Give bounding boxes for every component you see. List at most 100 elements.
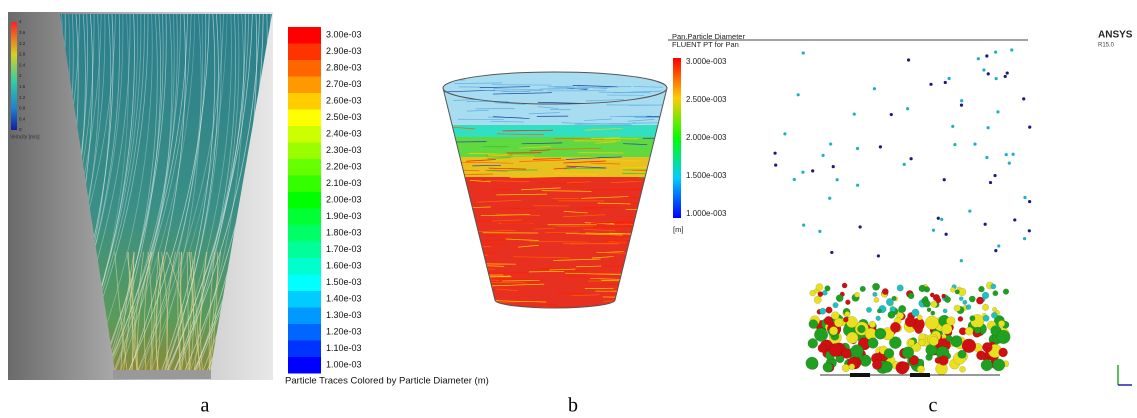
particle-trace xyxy=(636,281,667,285)
brand: ANSYS xyxy=(1098,30,1133,41)
particle xyxy=(974,326,982,334)
particle-trace xyxy=(533,158,562,160)
particle xyxy=(855,146,860,151)
particle-trace xyxy=(521,142,563,145)
version: R15.0 xyxy=(1098,43,1115,49)
particle-trace xyxy=(553,166,577,170)
particle xyxy=(845,299,851,305)
particle xyxy=(982,314,990,322)
streamline xyxy=(193,251,207,372)
particle xyxy=(944,296,951,303)
particle xyxy=(908,339,915,346)
particle xyxy=(1013,218,1017,222)
particle xyxy=(811,169,815,173)
particle xyxy=(928,336,939,346)
particle xyxy=(992,358,1006,372)
particle-trace xyxy=(613,90,662,94)
particle-trace xyxy=(519,159,565,162)
colorbar-label: 2.90e-03 xyxy=(326,46,362,56)
particle-trace xyxy=(600,158,639,162)
particle xyxy=(872,87,877,91)
particle xyxy=(909,157,913,161)
scale-bar-segment xyxy=(850,373,870,377)
particle xyxy=(854,291,860,298)
particle-trace xyxy=(643,302,667,304)
particle xyxy=(941,323,953,335)
particle xyxy=(844,311,851,317)
colorbar-swatch xyxy=(288,208,321,225)
particle xyxy=(1007,161,1011,165)
particle xyxy=(982,68,986,72)
particle-trace xyxy=(521,187,561,191)
streamline xyxy=(143,251,152,372)
panel-b-colorbar-label: 1.000e-003 xyxy=(686,209,727,218)
particle xyxy=(950,335,963,348)
particle-trace xyxy=(659,296,667,299)
particle-trace xyxy=(563,160,606,164)
particle xyxy=(876,308,882,314)
particle xyxy=(802,223,806,227)
colorbar-label: 2.70e-03 xyxy=(326,79,362,89)
particle xyxy=(825,306,833,314)
particle xyxy=(858,225,862,229)
particle xyxy=(964,326,974,336)
particle xyxy=(902,162,906,167)
particle xyxy=(846,331,859,344)
streamline xyxy=(166,251,176,372)
particle-trace xyxy=(453,295,481,297)
colorbar-label: 2.50e-03 xyxy=(326,112,362,122)
streamline xyxy=(124,14,210,372)
particle-trace xyxy=(633,300,667,302)
particle xyxy=(941,293,946,299)
streamline xyxy=(139,14,228,372)
particle-trace xyxy=(458,161,514,164)
particle xyxy=(896,284,904,292)
particle-trace xyxy=(490,278,549,281)
streamline xyxy=(110,14,196,372)
scale-bar-segment xyxy=(910,373,930,377)
particle xyxy=(848,363,856,370)
particle-trace xyxy=(630,261,660,264)
particle xyxy=(993,173,997,178)
particle-trace xyxy=(453,99,479,101)
velocity-legend-title: Velocity [m/s] xyxy=(10,134,40,140)
particle xyxy=(996,329,1011,344)
particle-trace xyxy=(500,222,531,225)
particle xyxy=(973,142,977,146)
caption-c: c xyxy=(929,395,938,417)
velocity-legend-tick: 1.6 xyxy=(19,84,26,89)
particle xyxy=(885,298,894,306)
panel-b-unit: [m] xyxy=(673,225,683,234)
particle-trace xyxy=(644,245,667,248)
particle-trace xyxy=(478,243,507,246)
particle xyxy=(889,112,893,117)
particle-trace xyxy=(655,249,667,253)
particle-trace xyxy=(584,118,612,121)
particle xyxy=(852,112,856,116)
particle-trace xyxy=(470,288,492,291)
particle xyxy=(841,282,848,289)
particle xyxy=(994,50,998,54)
colorbar-label: 2.10e-03 xyxy=(326,178,362,188)
particle xyxy=(835,294,844,303)
particle-trace xyxy=(623,143,648,145)
particle xyxy=(1011,152,1015,156)
streamline xyxy=(209,251,222,372)
particle xyxy=(815,283,824,291)
particle-trace xyxy=(493,116,530,119)
colorbar-swatch xyxy=(288,357,321,374)
streamline xyxy=(60,14,80,372)
colorbar-label: 1.80e-03 xyxy=(326,228,362,238)
streamline xyxy=(133,14,224,372)
particle-trace xyxy=(570,242,627,245)
particle xyxy=(982,303,990,311)
colorbar-swatch xyxy=(288,60,321,77)
particle xyxy=(805,356,819,370)
particle-trace xyxy=(490,120,525,123)
particle-trace xyxy=(554,173,598,175)
particle-trace xyxy=(563,275,598,279)
particle-trace xyxy=(513,256,570,259)
particle-trace xyxy=(641,219,667,221)
particle xyxy=(930,300,938,308)
particle-trace xyxy=(596,251,624,253)
